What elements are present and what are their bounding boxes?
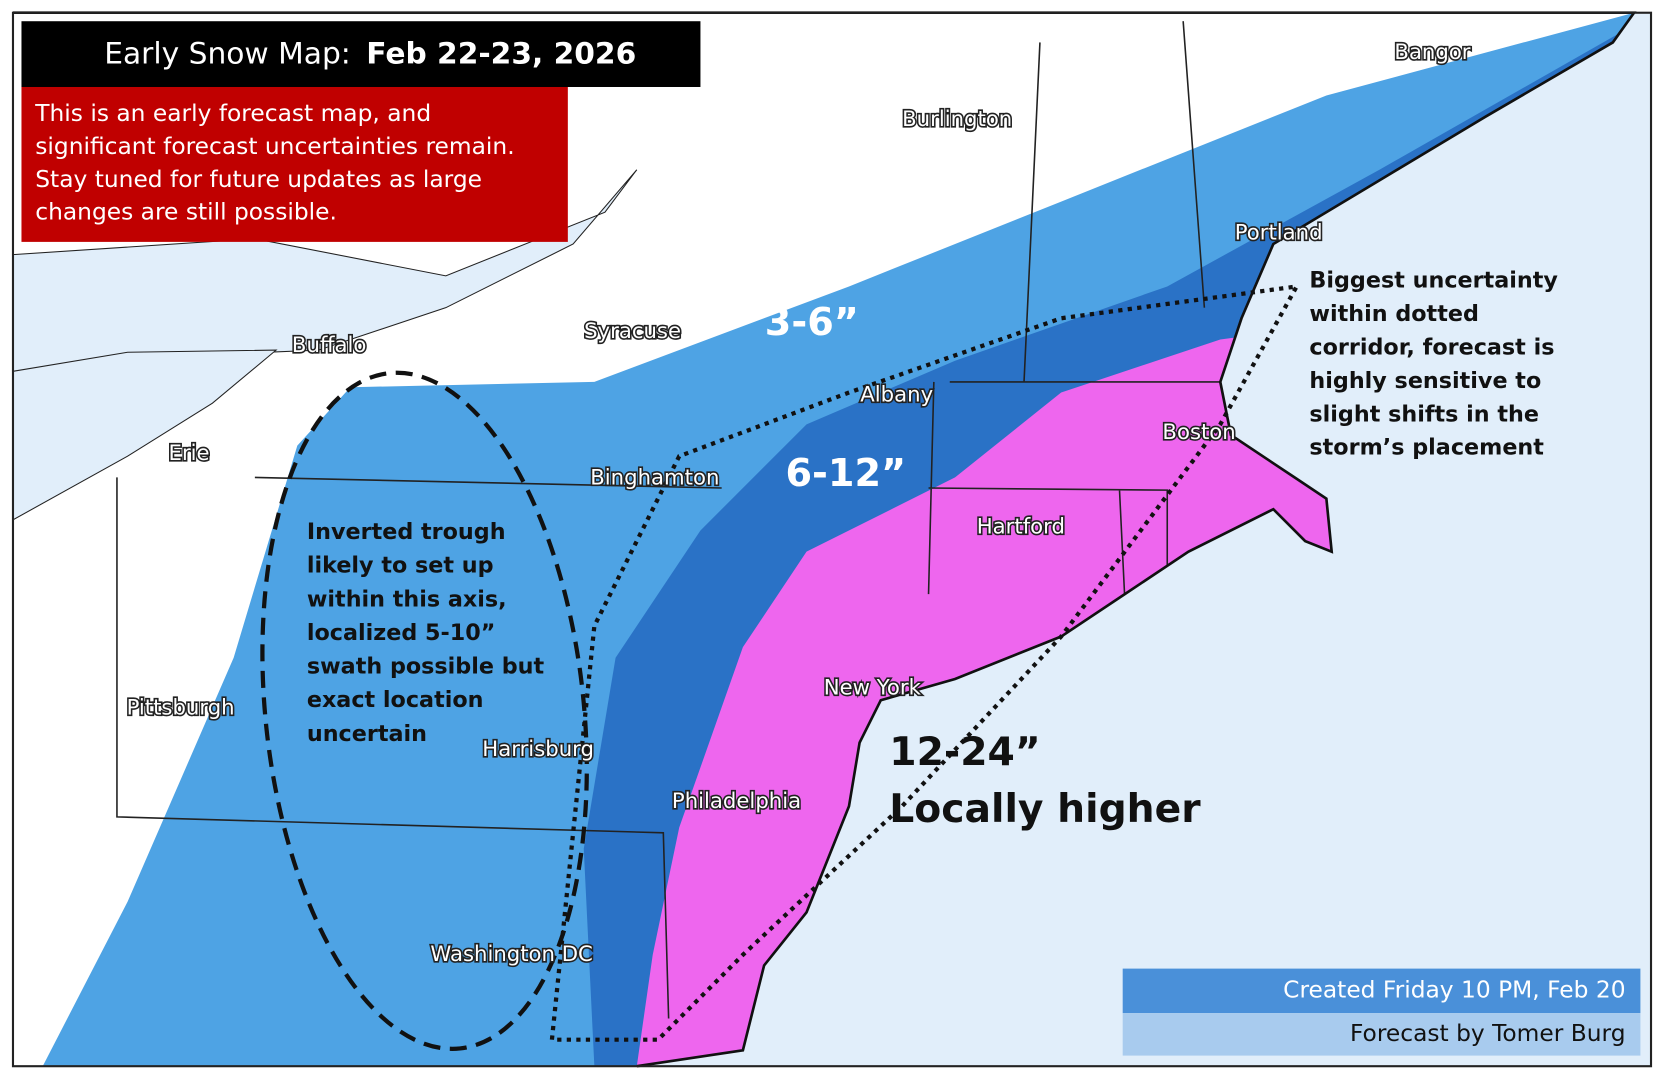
zone-label: 3-6” xyxy=(765,301,859,345)
frame xyxy=(11,11,1653,1068)
title-date: Feb 22-23, 2026 xyxy=(366,37,636,72)
corridor-annotation: Biggest uncertainty within dotted corridor… xyxy=(1309,268,1558,461)
footer-created: Created Friday 10 PM, Feb 20 xyxy=(1283,975,1625,1003)
footer-created-box xyxy=(1122,968,1641,1014)
zone-label: 6-12” xyxy=(785,452,906,496)
zone-note: Locally higher xyxy=(889,787,1201,832)
city-label: Philadelphia xyxy=(672,789,801,814)
city-labels: Bangor Burlington Portland Syracuse Buffalo A… xyxy=(125,38,1472,968)
city-label: Burlington xyxy=(902,107,1012,132)
coastline xyxy=(12,11,1637,1068)
annotation-line: likely to set up xyxy=(307,553,494,579)
state-borders xyxy=(116,21,1221,1019)
city-label: Bangor xyxy=(1394,40,1470,65)
warning-line: changes are still possible. xyxy=(35,198,337,226)
warning-box xyxy=(21,86,568,242)
city-label: Erie xyxy=(169,441,210,466)
title-box xyxy=(21,21,701,87)
trough-annotation: Inverted trough likely to set up within th… xyxy=(307,519,545,747)
annotation-line: swath possible but xyxy=(307,654,545,680)
city-label: Portland xyxy=(1235,220,1323,245)
city-label: Albany xyxy=(860,383,933,408)
annotation-line: within this axis, xyxy=(307,586,507,612)
uncertainty-corridor xyxy=(549,283,1301,1042)
annotation-line: Biggest uncertainty xyxy=(1309,268,1558,294)
city-label: Binghamton xyxy=(590,465,719,490)
annotation-line: Inverted trough xyxy=(307,519,506,545)
footer-author-box xyxy=(1122,1013,1641,1056)
city-label: Syracuse xyxy=(584,319,681,344)
city-label: Hartford xyxy=(977,514,1065,539)
city-label: Washington DC xyxy=(430,942,592,967)
trough-axis xyxy=(260,370,589,1051)
city-label: Harrisburg xyxy=(482,737,594,762)
warning-line: significant forecast uncertainties remai… xyxy=(35,132,514,160)
city-label: Boston xyxy=(1162,420,1235,445)
warning-line: This is an early forecast map, and xyxy=(34,99,431,127)
annotation-line: within dotted xyxy=(1309,301,1478,327)
annotation-line: localized 5-10” xyxy=(307,620,496,646)
annotation-line: highly sensitive to xyxy=(1309,368,1541,394)
zone-label: 12-24” xyxy=(889,730,1040,775)
annotation-line: corridor, forecast is xyxy=(1309,334,1554,360)
title-prefix: Early Snow Map: xyxy=(104,37,351,72)
annotation-line: uncertain xyxy=(307,721,427,747)
annotation-line: storm’s placement xyxy=(1309,435,1544,461)
city-label: New York xyxy=(824,676,922,701)
warning-text: This is an early forecast map, and signif… xyxy=(34,99,514,226)
annotation-line: exact location xyxy=(307,687,484,713)
annotation-line: slight shifts in the xyxy=(1309,401,1539,427)
city-label: Buffalo xyxy=(292,333,366,358)
city-label: Pittsburgh xyxy=(127,696,235,721)
footer-author: Forecast by Tomer Burg xyxy=(1350,1019,1626,1047)
warning-line: Stay tuned for future updates as large xyxy=(35,165,482,193)
